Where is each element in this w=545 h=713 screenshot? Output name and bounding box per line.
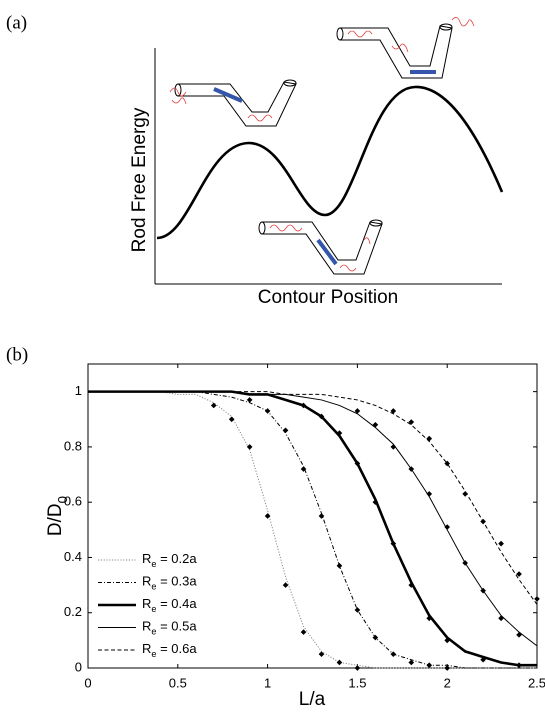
data-point	[246, 397, 253, 403]
schematic-axes	[154, 48, 502, 285]
data-point	[228, 416, 235, 423]
x-axis-label: L/a	[299, 689, 326, 710]
data-point	[318, 413, 325, 420]
data-point	[264, 408, 271, 414]
legend-item: Re = 0.5a	[98, 619, 197, 637]
data-point	[444, 665, 451, 671]
data-point	[408, 419, 415, 425]
data-point	[480, 518, 486, 525]
x-tick-label: 0.5	[169, 675, 187, 690]
series-line	[88, 390, 537, 667]
data-point	[498, 615, 504, 622]
y-tick-label: 0.4	[64, 549, 82, 564]
x-tick-label: 1	[264, 675, 271, 690]
data-point	[336, 430, 343, 436]
data-point	[354, 607, 361, 613]
y-tick-label: 0.8	[64, 438, 82, 453]
legend-label: Re = 0.2a	[142, 551, 197, 569]
data-point	[408, 466, 415, 472]
plot-frame	[87, 363, 538, 669]
data-point	[462, 491, 468, 497]
panel-label: (a)	[6, 12, 27, 33]
y-tick-label: 1	[75, 383, 82, 398]
data-point	[444, 524, 451, 530]
legend-label: Re = 0.6a	[142, 641, 197, 659]
legend-item: Re = 0.6a	[98, 641, 197, 659]
tube-icon	[169, 79, 297, 127]
data-point	[426, 435, 433, 442]
legend-item: Re = 0.3a	[98, 574, 197, 592]
data-point	[282, 582, 289, 588]
x-tick-label: 2.5	[528, 675, 545, 690]
data-point	[372, 421, 379, 428]
x-tick-label: 2	[444, 675, 451, 690]
tube-icon	[336, 17, 475, 79]
data-point	[372, 634, 379, 641]
data-point	[210, 402, 217, 409]
data-point	[318, 651, 325, 658]
y-tick-label: 0	[75, 659, 82, 674]
data-point	[444, 460, 451, 467]
data-point	[300, 466, 307, 472]
data-point	[480, 587, 486, 594]
data-point	[498, 540, 504, 547]
data-point	[390, 408, 397, 414]
x-axis-label: Contour Position	[258, 287, 398, 308]
data-point	[426, 615, 433, 622]
data-point	[516, 662, 522, 669]
y-tick-label: 0.2	[64, 604, 82, 619]
data-point	[246, 444, 253, 450]
data-point	[354, 665, 361, 671]
series-line	[88, 391, 538, 605]
data-point	[300, 402, 307, 409]
data-point	[264, 513, 271, 519]
data-point	[534, 596, 540, 602]
energy-curve	[156, 85, 504, 240]
data-point	[354, 408, 361, 414]
legend-label: Re = 0.4a	[142, 596, 197, 614]
data-point	[426, 662, 433, 669]
data-point	[390, 540, 397, 547]
y-axis-label: Rod Free Energy	[129, 107, 150, 252]
data-point	[390, 651, 397, 658]
tube-icon	[258, 219, 383, 275]
legend-item: Re = 0.2a	[98, 551, 197, 569]
y-axis-label: D/D0	[45, 496, 70, 536]
x-tick-label: 1.5	[348, 675, 366, 690]
data-point	[408, 659, 415, 666]
data-point	[300, 629, 307, 635]
legend-item: Re = 0.4a	[98, 596, 197, 614]
legend-label: Re = 0.5a	[142, 619, 197, 637]
legend-label: Re = 0.3a	[142, 574, 197, 592]
data-point	[444, 637, 451, 644]
data-point	[462, 560, 468, 566]
data-point	[516, 571, 522, 577]
data-point	[516, 632, 522, 638]
data-point	[354, 460, 361, 467]
data-point	[480, 656, 486, 663]
data-point	[408, 582, 415, 588]
data-point	[426, 491, 433, 497]
y-tick-label: 0.6	[64, 494, 82, 509]
data-point	[282, 427, 289, 434]
data-point	[336, 659, 343, 666]
panel-label: (b)	[6, 344, 28, 365]
x-tick-label: 0	[84, 675, 91, 690]
data-point	[336, 562, 343, 569]
data-point	[372, 499, 379, 506]
data-point	[390, 444, 397, 450]
data-point	[318, 513, 325, 519]
